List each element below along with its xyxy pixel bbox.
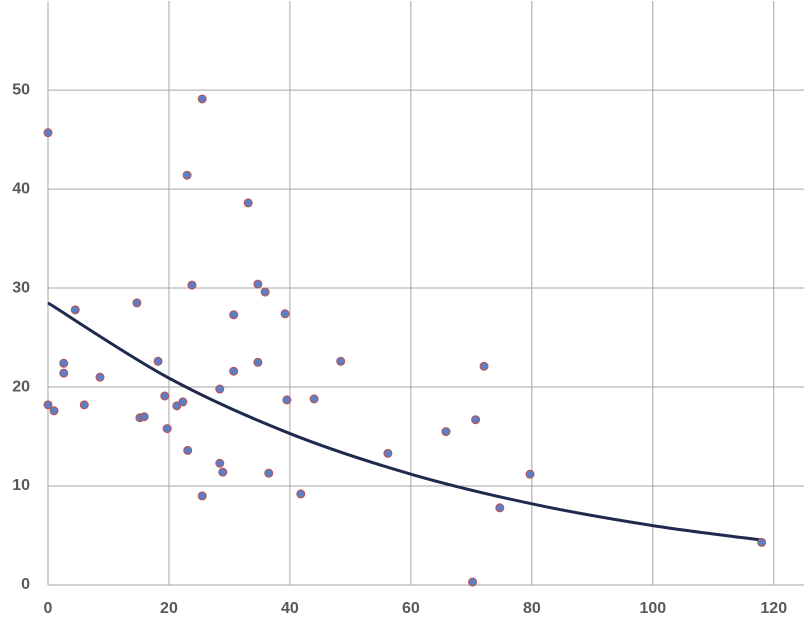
- point: [139, 412, 149, 422]
- point: [183, 445, 193, 455]
- y-tick-label: 10: [12, 477, 30, 494]
- point: [229, 310, 239, 320]
- point: [479, 361, 489, 371]
- point: [253, 357, 263, 367]
- trendline: [47, 301, 765, 542]
- point: [468, 577, 478, 587]
- point: [296, 489, 306, 499]
- point: [383, 448, 393, 458]
- x-tick-label: 80: [523, 600, 541, 617]
- point: [336, 356, 346, 366]
- x-tick-label: 0: [44, 600, 53, 617]
- point: [43, 400, 53, 410]
- x-tick-label: 100: [639, 600, 666, 617]
- point: [260, 287, 270, 297]
- x-tick-label: 20: [160, 600, 178, 617]
- point: [197, 491, 207, 501]
- y-tick-label: 30: [12, 279, 30, 296]
- point: [243, 198, 253, 208]
- point: [160, 391, 170, 401]
- point: [182, 170, 192, 180]
- point: [280, 309, 290, 319]
- point: [253, 279, 263, 289]
- point: [162, 424, 172, 434]
- point: [495, 503, 505, 513]
- point: [264, 468, 274, 478]
- point: [187, 280, 197, 290]
- point: [59, 368, 69, 378]
- x-tick-label: 60: [402, 600, 420, 617]
- point: [95, 372, 105, 382]
- y-tick-label: 0: [21, 576, 30, 593]
- point: [132, 298, 142, 308]
- point: [441, 427, 451, 437]
- point: [471, 415, 481, 425]
- point: [49, 406, 59, 416]
- y-tick-label: 50: [12, 81, 30, 98]
- point: [79, 400, 89, 410]
- point: [43, 128, 53, 138]
- point: [178, 397, 188, 407]
- point: [757, 537, 767, 547]
- y-tick-label: 40: [12, 180, 30, 197]
- point: [229, 366, 239, 376]
- point: [282, 395, 292, 405]
- point: [215, 384, 225, 394]
- point: [215, 458, 225, 468]
- point: [70, 305, 80, 315]
- x-tick-label: 40: [281, 600, 299, 617]
- point: [197, 94, 207, 104]
- point: [309, 394, 319, 404]
- point: [218, 467, 228, 477]
- y-tick-label: 20: [12, 378, 30, 395]
- x-tick-label: 120: [760, 600, 787, 617]
- point: [525, 469, 535, 479]
- point: [153, 356, 163, 366]
- point: [59, 358, 69, 368]
